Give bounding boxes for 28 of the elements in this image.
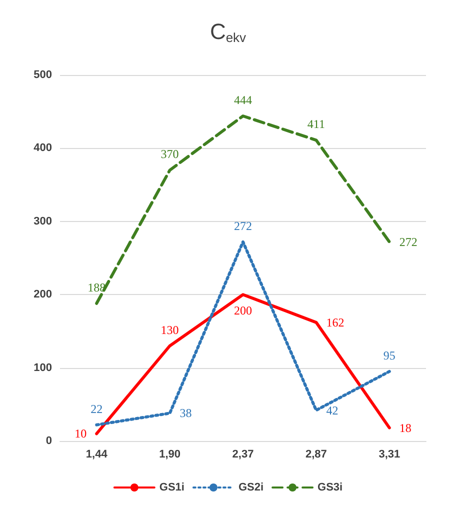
data-label: 272 xyxy=(399,234,418,249)
data-label: 370 xyxy=(160,147,179,162)
y-tick-label: 0 xyxy=(46,435,52,447)
x-tick-label: 1,44 xyxy=(86,448,108,460)
legend-label: GS3i xyxy=(318,482,343,494)
x-tick-label: 1,90 xyxy=(159,448,181,460)
legend-label: GS2i xyxy=(238,482,264,494)
x-tick-label: 2,87 xyxy=(305,448,327,460)
y-tick-label: 500 xyxy=(34,69,52,81)
y-tick-label: 100 xyxy=(34,362,52,374)
data-label: 95 xyxy=(383,348,396,362)
data-label: 22 xyxy=(90,402,103,416)
data-label: 200 xyxy=(234,304,252,318)
x-tick-label: 2,37 xyxy=(232,448,254,460)
legend-label: GS1i xyxy=(159,482,184,494)
x-tick-label: 3,31 xyxy=(378,448,400,460)
data-label: 130 xyxy=(160,322,179,337)
data-label: 444 xyxy=(234,92,252,107)
y-tick-label: 300 xyxy=(34,215,52,228)
data-label: 411 xyxy=(307,117,325,132)
data-label: 10 xyxy=(74,426,87,441)
data-label: 162 xyxy=(326,315,344,330)
data-label: 18 xyxy=(399,420,412,435)
data-label: 42 xyxy=(326,403,338,418)
y-tick-label: 400 xyxy=(34,142,52,154)
data-label: 272 xyxy=(234,218,252,233)
y-tick-label: 200 xyxy=(34,288,52,301)
data-label: 38 xyxy=(180,406,192,420)
